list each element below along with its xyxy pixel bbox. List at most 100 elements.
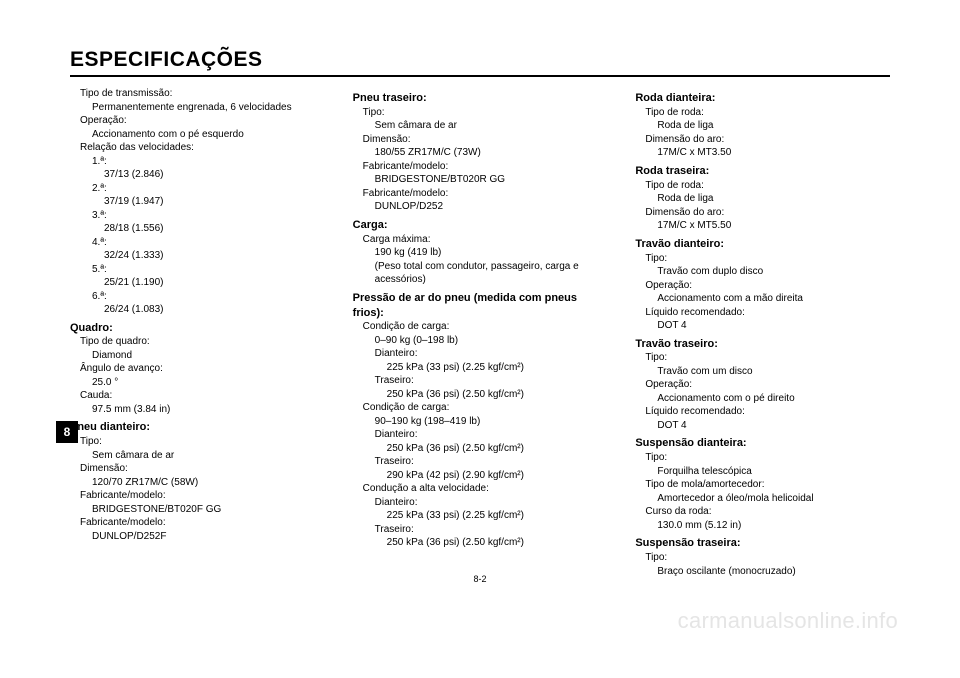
spec-section-head: Carga: [353, 218, 608, 233]
spec-line: Accionamento com o pé direito [657, 392, 890, 406]
spec-line: Tipo de roda: [645, 106, 890, 120]
spec-column-3: Roda dianteira:Tipo de roda:Roda de liga… [635, 87, 890, 578]
spec-section-head: Pressão de ar do pneu (medida com pneus … [353, 291, 608, 321]
spec-line: Carga máxima: [363, 233, 608, 247]
spec-column-2: Pneu traseiro:Tipo:Sem câmara de arDimen… [353, 87, 608, 578]
spec-line: Operação: [645, 378, 890, 392]
spec-section-head: Suspensão dianteira: [635, 436, 890, 451]
spec-line: 250 kPa (36 psi) (2.50 kgf/cm²) [387, 388, 608, 402]
spec-line: 17M/C x MT3.50 [657, 146, 890, 160]
spec-line: Ângulo de avanço: [80, 362, 325, 376]
spec-line: Sem câmara de ar [92, 449, 325, 463]
spec-section-head: Travão traseiro: [635, 337, 890, 352]
spec-line: Cauda: [80, 389, 325, 403]
spec-line: Roda de liga [657, 119, 890, 133]
spec-line: 120/70 ZR17M/C (58W) [92, 476, 325, 490]
spec-line: 5.ª: [92, 263, 325, 277]
spec-line: 25.0 ° [92, 376, 325, 390]
spec-section-head: Travão dianteiro: [635, 237, 890, 252]
spec-line: (Peso total com condutor, passageiro, ca… [375, 260, 608, 287]
page-number: 8-2 [0, 574, 960, 584]
spec-line: Fabricante/modelo: [363, 187, 608, 201]
spec-line: 3.ª: [92, 209, 325, 223]
spec-line: Fabricante/modelo: [80, 489, 325, 503]
spec-line: 190 kg (419 lb) [375, 246, 608, 260]
spec-column-1: Tipo de transmissão:Permanentemente engr… [70, 87, 325, 578]
spec-line: Operação: [80, 114, 325, 128]
spec-line: Dianteiro: [375, 347, 608, 361]
spec-line: Forquilha telescópica [657, 465, 890, 479]
spec-line: 4.ª: [92, 236, 325, 250]
spec-columns: Tipo de transmissão:Permanentemente engr… [70, 87, 890, 578]
spec-line: Tipo de transmissão: [80, 87, 325, 101]
spec-line: Dimensão do aro: [645, 206, 890, 220]
spec-line: Condição de carga: [363, 320, 608, 334]
spec-line: Tipo: [80, 435, 325, 449]
spec-line: 250 kPa (36 psi) (2.50 kgf/cm²) [387, 442, 608, 456]
spec-line: Tipo de mola/amortecedor: [645, 478, 890, 492]
spec-line: 17M/C x MT5.50 [657, 219, 890, 233]
spec-line: Líquido recomendado: [645, 306, 890, 320]
spec-line: Tipo: [645, 351, 890, 365]
page-title: ESPECIFICAÇÕES [70, 48, 890, 77]
spec-line: DUNLOP/D252F [92, 530, 325, 544]
spec-line: 26/24 (1.083) [104, 303, 325, 317]
spec-line: BRIDGESTONE/BT020R GG [375, 173, 608, 187]
spec-section-head: Roda traseira: [635, 164, 890, 179]
spec-line: DUNLOP/D252 [375, 200, 608, 214]
spec-line: Dimensão do aro: [645, 133, 890, 147]
spec-line: Traseiro: [375, 523, 608, 537]
spec-line: Tipo: [645, 252, 890, 266]
spec-line: Condução a alta velocidade: [363, 482, 608, 496]
spec-line: DOT 4 [657, 319, 890, 333]
spec-line: 2.ª: [92, 182, 325, 196]
spec-line: Operação: [645, 279, 890, 293]
manual-page: ESPECIFICAÇÕES Tipo de transmissão:Perma… [0, 0, 960, 678]
spec-line: 6.ª: [92, 290, 325, 304]
spec-line: 1.ª: [92, 155, 325, 169]
spec-line: Dimensão: [80, 462, 325, 476]
spec-line: 90–190 kg (198–419 lb) [375, 415, 608, 429]
spec-line: 250 kPa (36 psi) (2.50 kgf/cm²) [387, 536, 608, 550]
watermark: carmanualsonline.info [678, 608, 898, 634]
chapter-tab: 8 [56, 421, 78, 443]
spec-line: 225 kPa (33 psi) (2.25 kgf/cm²) [387, 509, 608, 523]
spec-line: DOT 4 [657, 419, 890, 433]
spec-line: 25/21 (1.190) [104, 276, 325, 290]
spec-section-head: Roda dianteira: [635, 91, 890, 106]
spec-line: 290 kPa (42 psi) (2.90 kgf/cm²) [387, 469, 608, 483]
spec-line: 0–90 kg (0–198 lb) [375, 334, 608, 348]
spec-line: Fabricante/modelo: [363, 160, 608, 174]
spec-line: Líquido recomendado: [645, 405, 890, 419]
spec-line: 225 kPa (33 psi) (2.25 kgf/cm²) [387, 361, 608, 375]
spec-line: Travão com duplo disco [657, 265, 890, 279]
spec-line: Relação das velocidades: [80, 141, 325, 155]
spec-section-head: Pneu dianteiro: [70, 420, 325, 435]
spec-line: Permanentemente engrenada, 6 velocidades [92, 101, 325, 115]
spec-section-head: Quadro: [70, 321, 325, 336]
spec-line: Tipo: [645, 451, 890, 465]
spec-line: Accionamento com o pé esquerdo [92, 128, 325, 142]
spec-line: BRIDGESTONE/BT020F GG [92, 503, 325, 517]
spec-line: 28/18 (1.556) [104, 222, 325, 236]
spec-line: Tipo de roda: [645, 179, 890, 193]
spec-line: Fabricante/modelo: [80, 516, 325, 530]
spec-line: 32/24 (1.333) [104, 249, 325, 263]
spec-line: 130.0 mm (5.12 in) [657, 519, 890, 533]
spec-line: Travão com um disco [657, 365, 890, 379]
spec-line: Roda de liga [657, 192, 890, 206]
spec-line: Dianteiro: [375, 496, 608, 510]
spec-line: Condição de carga: [363, 401, 608, 415]
spec-line: 37/13 (2.846) [104, 168, 325, 182]
spec-section-head: Suspensão traseira: [635, 536, 890, 551]
spec-line: Curso da roda: [645, 505, 890, 519]
spec-line: Tipo de quadro: [80, 335, 325, 349]
spec-line: Accionamento com a mão direita [657, 292, 890, 306]
spec-line: Traseiro: [375, 455, 608, 469]
spec-line: 97.5 mm (3.84 in) [92, 403, 325, 417]
spec-line: Sem câmara de ar [375, 119, 608, 133]
spec-line: Dianteiro: [375, 428, 608, 442]
spec-line: Traseiro: [375, 374, 608, 388]
spec-line: Diamond [92, 349, 325, 363]
spec-line: Tipo: [645, 551, 890, 565]
